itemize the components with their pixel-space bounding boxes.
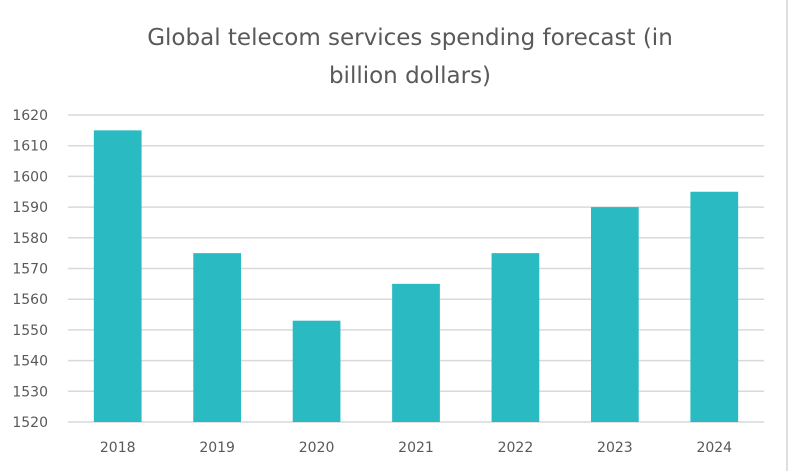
- x-tick-label: 2019: [199, 440, 235, 456]
- y-tick-label: 1520: [12, 415, 48, 431]
- y-axis-tick-labels: 1520 1530 1540 1550 1560 1570 1580 1590 1600 1610…: [12, 108, 48, 431]
- y-tick-label: 1560: [12, 292, 48, 308]
- chart-title-line-2: billion dollars): [329, 63, 491, 89]
- x-tick-label: 2021: [398, 440, 434, 456]
- x-tick-label: 2023: [597, 440, 633, 456]
- y-tick-label: 1540: [12, 354, 48, 370]
- bar-2018: [93, 130, 142, 422]
- x-tick-label: 2024: [696, 440, 732, 456]
- bar-2022: [491, 253, 540, 422]
- chart-title: Global telecom services spending forecas…: [147, 25, 673, 89]
- x-tick-label: 2020: [299, 440, 335, 456]
- y-tick-label: 1590: [12, 200, 48, 216]
- bar-2024: [690, 191, 739, 422]
- x-tick-label: 2018: [100, 440, 136, 456]
- y-tick-label: 1550: [12, 323, 48, 339]
- y-tick-label: 1580: [12, 231, 48, 247]
- bar-2019: [193, 253, 242, 422]
- y-tick-label: 1600: [12, 169, 48, 185]
- bar-2021: [392, 283, 440, 422]
- y-tick-label: 1620: [12, 108, 48, 124]
- bar-2023: [590, 207, 639, 422]
- x-tick-label: 2022: [498, 440, 534, 456]
- bars: [93, 130, 739, 422]
- chart-title-line-1: Global telecom services spending forecas…: [147, 25, 673, 51]
- x-axis-tick-labels: 2018 2019 2020 2021 2022 2023 2024: [100, 440, 732, 456]
- y-tick-label: 1570: [12, 262, 48, 278]
- y-tick-label: 1530: [12, 384, 48, 400]
- bar-2020: [292, 320, 341, 422]
- y-tick-label: 1610: [12, 139, 48, 155]
